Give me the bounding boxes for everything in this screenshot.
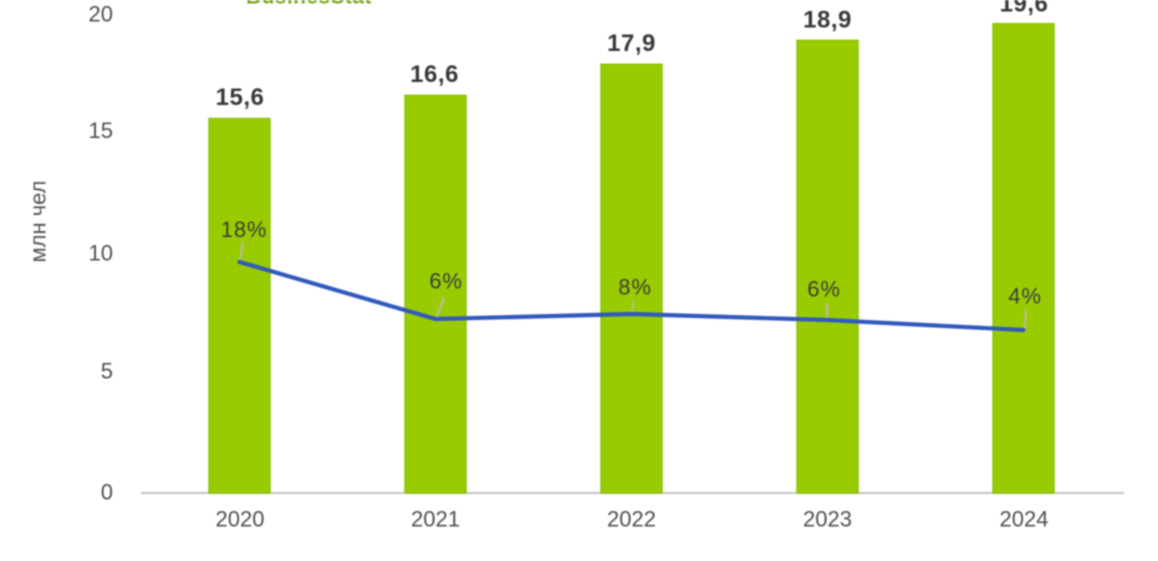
svg-text:4%: 4% — [1008, 284, 1041, 309]
svg-text:2022: 2022 — [607, 507, 656, 532]
svg-text:6%: 6% — [429, 269, 462, 294]
svg-text:млн чел: млн чел — [26, 180, 51, 262]
svg-text:16,6: 16,6 — [410, 61, 459, 88]
svg-text:15,6: 15,6 — [216, 84, 265, 111]
svg-text:17,9: 17,9 — [607, 30, 656, 57]
svg-text:15: 15 — [89, 118, 113, 143]
svg-text:2023: 2023 — [803, 507, 852, 532]
svg-text:18,9: 18,9 — [803, 7, 852, 34]
svg-text:18%: 18% — [221, 217, 267, 242]
svg-text:0: 0 — [101, 480, 113, 505]
svg-text:8%: 8% — [618, 275, 651, 300]
svg-text:2024: 2024 — [1000, 507, 1049, 532]
svg-text:20: 20 — [89, 2, 113, 27]
svg-text:BusinesStat: BusinesStat — [246, 0, 372, 9]
svg-text:2021: 2021 — [411, 507, 460, 532]
svg-text:19,6: 19,6 — [1000, 0, 1049, 18]
svg-text:10: 10 — [89, 241, 113, 266]
svg-text:6%: 6% — [807, 277, 840, 302]
svg-text:2020: 2020 — [216, 507, 265, 532]
svg-text:5: 5 — [101, 359, 113, 384]
